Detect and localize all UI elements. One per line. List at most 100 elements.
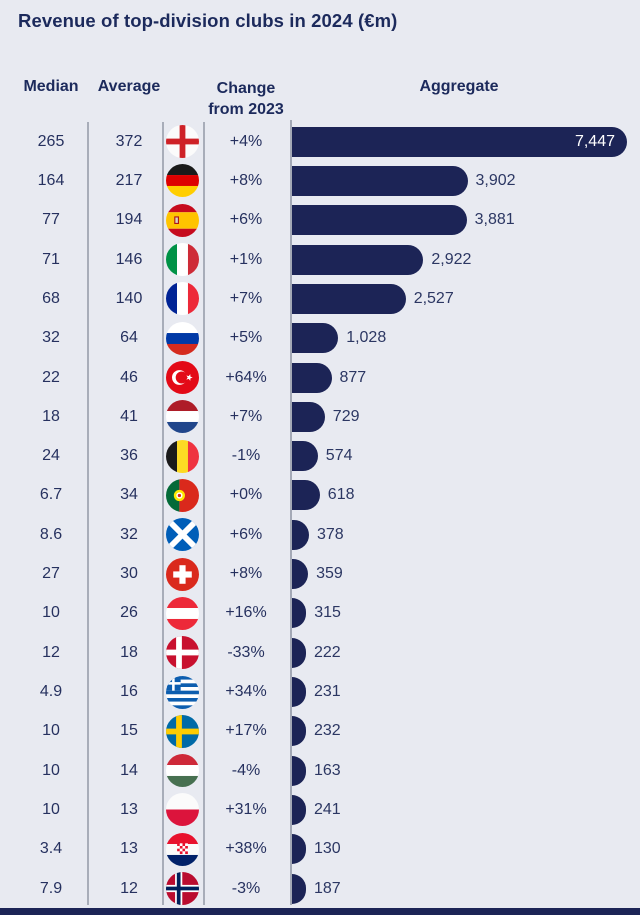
average-value: 217 [115, 171, 143, 189]
average-value: 36 [120, 447, 138, 465]
aggregate-value: 877 [339, 368, 367, 386]
header-change-line2: from 2023 [208, 101, 284, 118]
poland-flag-icon [162, 793, 203, 827]
england-flag-icon [162, 125, 203, 159]
aggregate-bar-cell: 241 [292, 794, 640, 825]
aggregate-bar-cell: 2,922 [292, 244, 640, 275]
header-average: Average [97, 78, 161, 95]
aggregate-bar [292, 244, 424, 275]
change-value: -33% [227, 643, 265, 661]
aggregate-bar [292, 480, 320, 511]
median-value: 10 [42, 604, 60, 622]
average-value: 18 [120, 643, 138, 661]
change-value: +7% [229, 407, 263, 425]
table-row: 22 46 +64% 877 [0, 358, 640, 397]
table-row: 4.9 16 +34% 231 [0, 672, 640, 711]
average-value: 32 [120, 525, 138, 543]
aggregate-value: 7,447 [574, 132, 615, 150]
footer-band [0, 908, 640, 915]
average-value: 26 [120, 604, 138, 622]
chart-rows: 265 372 +4% 7,447 164 217 +8% 3,902 77 194 +6% 3,88… [0, 122, 640, 908]
table-row: 27 30 +8% 359 [0, 554, 640, 593]
aggregate-bar [292, 677, 306, 708]
average-value: 13 [120, 840, 138, 858]
median-value: 10 [42, 800, 60, 818]
aggregate-value: 241 [314, 800, 341, 818]
aggregate-bar [292, 205, 467, 236]
median-value: 27 [42, 565, 60, 583]
average-value: 372 [115, 132, 143, 150]
median-value: 71 [42, 250, 60, 268]
aggregate-value: 222 [314, 643, 341, 661]
change-value: +0% [229, 486, 263, 504]
table-row: 6.7 34 +0% 618 [0, 476, 640, 515]
aggregate-value: 3,881 [474, 211, 515, 229]
median-value: 10 [42, 761, 60, 779]
spain-flag-icon [162, 203, 203, 237]
average-value: 13 [120, 800, 138, 818]
change-value: -3% [231, 879, 261, 897]
median-value: 22 [42, 368, 60, 386]
table-row: 24 36 -1% 574 [0, 437, 640, 476]
switzerland-flag-icon [162, 557, 203, 591]
aggregate-bar [292, 755, 306, 786]
table-row: 8.6 32 +6% 378 [0, 515, 640, 554]
aggregate-value: 2,527 [413, 289, 454, 307]
croatia-flag-icon [162, 832, 203, 866]
aggregate-bar-cell: 1,028 [292, 323, 640, 354]
median-value: 12 [42, 643, 60, 661]
median-value: 18 [42, 407, 60, 425]
table-row: 71 146 +1% 2,922 [0, 240, 640, 279]
aggregate-bar [292, 794, 306, 825]
aggregate-bar-cell: 378 [292, 519, 640, 550]
change-value: +7% [229, 289, 263, 307]
median-value: 4.9 [39, 683, 63, 701]
average-value: 12 [120, 879, 138, 897]
table-row: 10 15 +17% 232 [0, 712, 640, 751]
median-value: 32 [42, 329, 60, 347]
aggregate-bar-cell: 3,881 [292, 205, 640, 236]
table-row: 10 13 +31% 241 [0, 790, 640, 829]
average-value: 30 [120, 565, 138, 583]
aggregate-value: 729 [332, 407, 360, 425]
aggregate-bar-cell: 729 [292, 401, 640, 432]
header-aggregate: Aggregate [419, 78, 499, 95]
table-row: 3.4 13 +38% 130 [0, 830, 640, 869]
median-value: 3.4 [39, 840, 63, 858]
median-value: 8.6 [39, 525, 63, 543]
aggregate-bar [292, 598, 307, 629]
austria-flag-icon [162, 596, 203, 630]
average-value: 140 [115, 289, 143, 307]
aggregate-bar [292, 401, 325, 432]
header-change: Change from 2023 [203, 78, 289, 120]
aggregate-value: 187 [314, 879, 341, 897]
median-value: 77 [42, 211, 60, 229]
aggregate-bar-cell: 877 [292, 362, 640, 393]
table-row: 265 372 +4% 7,447 [0, 122, 640, 161]
change-value: +1% [229, 250, 263, 268]
aggregate-value: 231 [314, 683, 341, 701]
average-value: 194 [115, 211, 143, 229]
greece-flag-icon [162, 675, 203, 709]
aggregate-value: 574 [325, 447, 353, 465]
column-divider-1 [87, 122, 89, 905]
aggregate-value: 378 [317, 525, 344, 543]
change-value: +64% [225, 368, 267, 386]
median-value: 7.9 [39, 879, 63, 897]
average-value: 46 [120, 368, 138, 386]
aggregate-value: 1,028 [346, 329, 387, 347]
change-value: +34% [225, 683, 267, 701]
italy-flag-icon [162, 243, 203, 277]
change-value: +8% [229, 171, 263, 189]
table-row: 18 41 +7% 729 [0, 397, 640, 436]
median-value: 10 [42, 722, 60, 740]
median-value: 24 [42, 447, 60, 465]
change-value: +8% [229, 565, 263, 583]
aggregate-bar [292, 362, 332, 393]
change-value: +5% [229, 329, 263, 347]
aggregate-bar-cell: 574 [292, 441, 640, 472]
denmark-flag-icon [162, 636, 203, 670]
aggregate-bar-cell: 187 [292, 873, 640, 904]
aggregate-bar [292, 716, 306, 747]
header-median: Median [23, 78, 79, 95]
